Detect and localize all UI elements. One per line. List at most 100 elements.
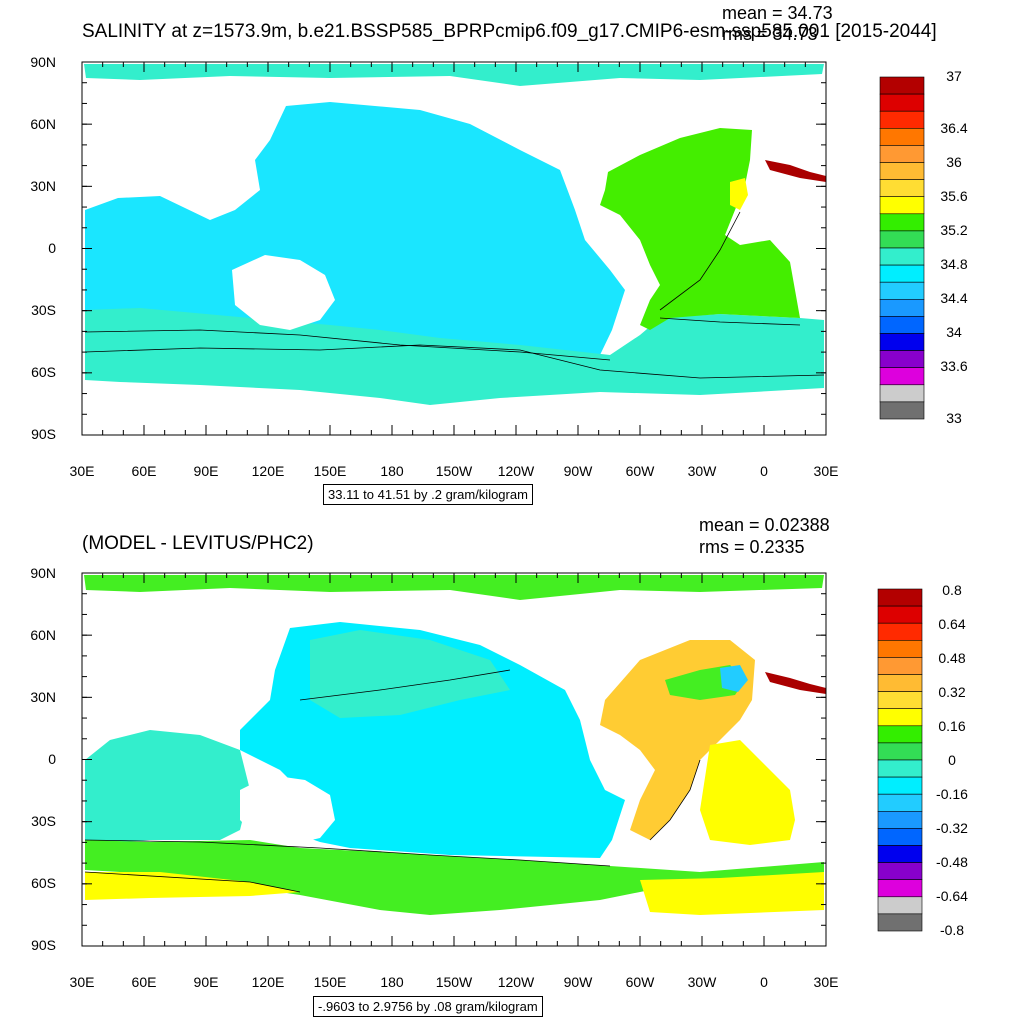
upper-colorbar-swatch bbox=[879, 264, 925, 283]
upper-lat-label: 60N bbox=[30, 116, 56, 132]
lower-lat-label: 0 bbox=[48, 751, 56, 767]
lower-colorbar-label: 0.16 bbox=[938, 718, 966, 734]
lower-colorbar-label: -0.8 bbox=[939, 922, 965, 938]
lower-colorbar-swatch bbox=[877, 810, 923, 829]
lower-north-pacific-teal bbox=[310, 630, 510, 718]
lower-lat-label: 90S bbox=[31, 937, 56, 953]
lower-map bbox=[81, 572, 827, 947]
lower-lat-label: 90N bbox=[30, 565, 56, 581]
upper-colorbar-label: 37 bbox=[946, 68, 962, 84]
lower-mediterranean bbox=[765, 672, 826, 694]
upper-colorbar-label: 33 bbox=[946, 410, 962, 426]
upper-lon-label: 30E bbox=[69, 463, 95, 479]
lower-colorbar-swatch bbox=[877, 588, 923, 607]
upper-lat-label: 0 bbox=[48, 240, 56, 256]
upper-lat-label: 90N bbox=[30, 54, 56, 70]
lower-lon-label: 0 bbox=[760, 974, 768, 990]
lower-colorbar-swatch bbox=[877, 793, 923, 812]
upper-rms-stat: rms = 34.73 bbox=[722, 24, 818, 44]
lower-lon-label: 120W bbox=[497, 974, 535, 990]
upper-colorbar-swatch bbox=[879, 247, 925, 266]
upper-contour-4 bbox=[659, 211, 741, 311]
lower-colorbar-swatch bbox=[877, 896, 923, 915]
upper-lon-label: 150E bbox=[313, 463, 347, 479]
lower-southern-ocean-green bbox=[85, 840, 824, 915]
lower-atlantic-blue-patch bbox=[720, 665, 748, 692]
lower-colorbar-swatch bbox=[877, 828, 923, 846]
upper-colorbar-label: 36.4 bbox=[940, 120, 968, 136]
lower-colorbar-swatch bbox=[877, 657, 923, 675]
upper-colorbar-label: 35.6 bbox=[940, 188, 968, 204]
upper-southern-ocean bbox=[85, 308, 824, 405]
upper-colorbar-label: 36 bbox=[946, 154, 962, 170]
lower-colorbar-label: -0.16 bbox=[936, 786, 968, 802]
lower-indian-ocean bbox=[85, 730, 250, 845]
upper-colorbar-label: 34 bbox=[946, 324, 962, 340]
upper-colorbar-label: 33.6 bbox=[940, 358, 968, 374]
lower-south-atlantic-yellow bbox=[640, 872, 824, 915]
lower-colorbar-label: 0.32 bbox=[938, 684, 966, 700]
lower-colorbar-swatch bbox=[877, 639, 923, 658]
upper-lon-label: 90W bbox=[563, 463, 593, 479]
lower-lat-label: 60S bbox=[31, 875, 56, 891]
lower-colorbar-swatch bbox=[877, 622, 923, 641]
lower-lon-label: 150W bbox=[435, 974, 473, 990]
upper-range-note: 33.11 to 41.51 by .2 gram/kilogram bbox=[323, 484, 533, 505]
lower-lat-label: 60N bbox=[30, 627, 56, 643]
upper-lon-label: 0 bbox=[760, 463, 768, 479]
lower-lon-label: 30W bbox=[687, 974, 717, 990]
lower-lon-label: 90W bbox=[563, 974, 593, 990]
lower-colorbar-swatch bbox=[877, 862, 923, 880]
upper-colorbar-swatch bbox=[879, 128, 925, 146]
upper-pacific-indian-ocean bbox=[85, 102, 625, 355]
upper-colorbar-label: 34.8 bbox=[940, 256, 968, 272]
lower-colorbar-swatch bbox=[877, 913, 923, 932]
upper-contour-1 bbox=[84, 329, 611, 361]
lower-colorbar-label: 0.8 bbox=[942, 582, 962, 598]
upper-colorbar-swatch bbox=[879, 230, 925, 249]
upper-colorbar-swatch bbox=[879, 298, 925, 317]
upper-colorbar-swatch bbox=[879, 162, 925, 180]
upper-lat-label: 60S bbox=[31, 364, 56, 380]
upper-colorbar-swatch bbox=[879, 401, 925, 420]
lower-australia bbox=[240, 775, 335, 845]
lower-contour-3 bbox=[84, 871, 301, 893]
upper-colorbar-swatch bbox=[879, 179, 925, 198]
lower-colorbar-swatch bbox=[877, 725, 923, 744]
upper-mediterranean bbox=[765, 160, 826, 182]
lower-colorbar-swatch bbox=[877, 759, 923, 778]
upper-lon-label: 150W bbox=[435, 463, 473, 479]
upper-colorbar-swatch bbox=[879, 367, 925, 386]
lower-contour-2 bbox=[84, 839, 611, 867]
lower-contour-4 bbox=[649, 759, 701, 841]
lower-colorbar-swatch bbox=[877, 742, 923, 761]
upper-lat-label: 90S bbox=[31, 426, 56, 442]
lower-lon-label: 30E bbox=[69, 974, 95, 990]
upper-map bbox=[81, 61, 827, 436]
lower-lon-label: 120E bbox=[251, 974, 285, 990]
lower-range-note: -.9603 to 2.9756 by .08 gram/kilogram bbox=[313, 996, 543, 1017]
lower-atlantic-yellow bbox=[700, 740, 795, 845]
upper-colorbar-swatch bbox=[879, 281, 925, 300]
lower-colorbar-label: 0.64 bbox=[938, 616, 966, 632]
upper-lat-label: 30S bbox=[31, 302, 56, 318]
lower-colorbar-swatch bbox=[877, 845, 923, 863]
upper-colorbar-label: 35.2 bbox=[940, 222, 968, 238]
upper-colorbar-swatch bbox=[879, 76, 925, 95]
lower-lon-label: 30E bbox=[813, 974, 839, 990]
lower-mean-stat: mean = 0.02388 bbox=[699, 515, 830, 535]
upper-colorbar-swatch bbox=[879, 145, 925, 163]
upper-colorbar-swatch bbox=[879, 350, 925, 369]
lower-lon-label: 90E bbox=[193, 974, 219, 990]
lower-colorbar-label: -0.32 bbox=[936, 820, 968, 836]
upper-lon-label: 60E bbox=[131, 463, 157, 479]
upper-contour-2 bbox=[84, 344, 825, 379]
upper-australia bbox=[232, 255, 335, 330]
upper-lon-label: 30E bbox=[813, 463, 839, 479]
lower-colorbar-label: -0.48 bbox=[936, 854, 968, 870]
upper-atlantic-ocean bbox=[600, 128, 800, 330]
lower-colorbar-label: 0 bbox=[948, 752, 956, 768]
lower-southern-ocean-yellow bbox=[85, 872, 300, 900]
lower-lat-label: 30S bbox=[31, 813, 56, 829]
